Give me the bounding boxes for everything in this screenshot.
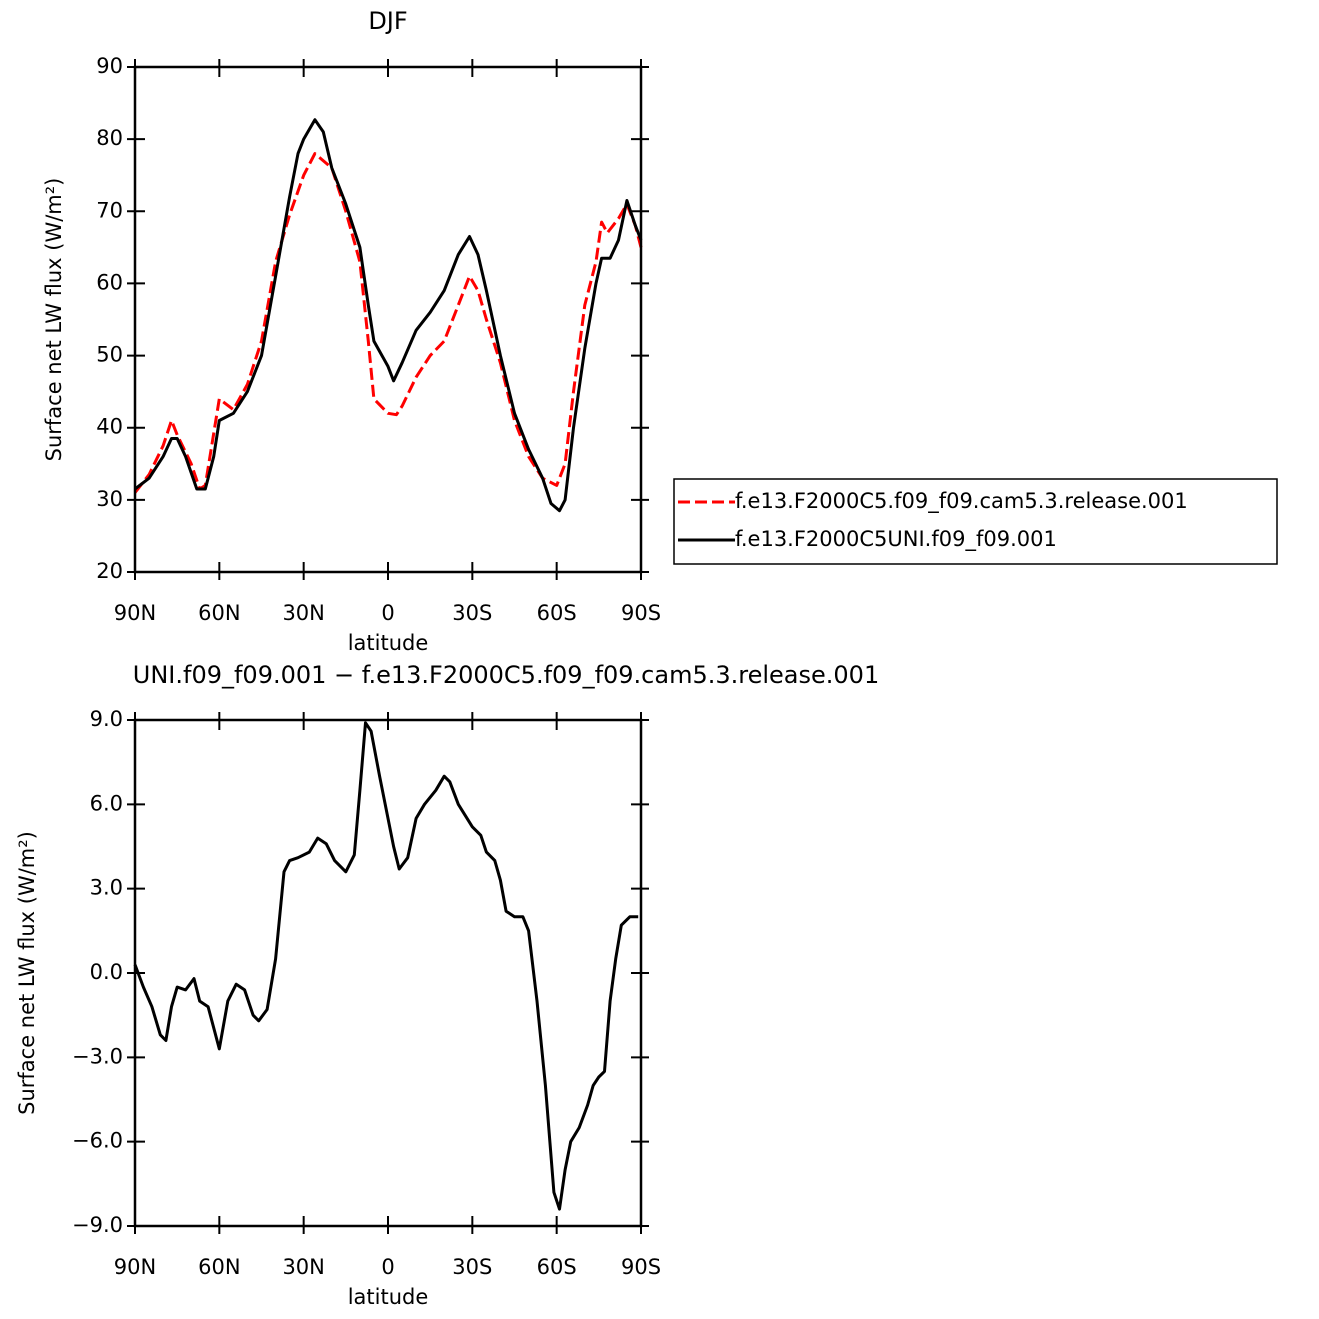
- y-axis-label: Surface net LW flux (W/m²): [15, 831, 39, 1115]
- y-tick-label: 50: [96, 343, 123, 367]
- x-tick-label: 60S: [537, 1255, 577, 1279]
- x-tick-label: 90S: [621, 601, 661, 625]
- y-tick-label: −9.0: [72, 1213, 123, 1237]
- chart-title: DJF: [368, 7, 407, 35]
- x-tick-label: 30S: [452, 1255, 492, 1279]
- x-tick-label: 0: [381, 1255, 394, 1279]
- legend-box: [673, 478, 1278, 565]
- x-tick-label: 60N: [198, 601, 240, 625]
- x-tick-label: 90N: [114, 601, 156, 625]
- y-tick-label: −6.0: [72, 1129, 123, 1153]
- plot-frame: [133, 718, 643, 1228]
- legend-label: f.e13.F2000C5UNI.f09_f09.001: [735, 527, 1057, 552]
- y-tick-label: 70: [96, 198, 123, 222]
- data-line: [134, 118, 643, 513]
- data-line: [133, 721, 639, 1211]
- y-tick-label: 3.0: [90, 876, 123, 900]
- y-tick-label: 6.0: [90, 791, 123, 815]
- x-tick-label: 30S: [452, 601, 492, 625]
- x-tick-label: 0: [381, 601, 394, 625]
- x-tick-label: 30N: [282, 601, 324, 625]
- y-tick-label: 20: [96, 559, 123, 583]
- x-axis-label: latitude: [348, 631, 429, 655]
- x-tick-label: 60N: [198, 1255, 240, 1279]
- data-line: [133, 152, 643, 494]
- y-axis-label: Surface net LW flux (W/m²): [42, 178, 66, 462]
- x-tick-label: 90N: [114, 1255, 156, 1279]
- x-tick-label: 30N: [282, 1255, 324, 1279]
- y-tick-label: 60: [96, 270, 123, 294]
- x-axis-label: latitude: [348, 1285, 429, 1309]
- y-tick-label: 40: [96, 415, 123, 439]
- y-tick-label: −3.0: [72, 1044, 123, 1068]
- chart-title: UNI.f09_f09.001 − f.e13.F2000C5.f09_f09.…: [133, 661, 879, 689]
- y-tick-label: 0.0: [90, 960, 123, 984]
- y-tick-label: 9.0: [90, 707, 123, 731]
- y-tick-label: 80: [96, 126, 123, 150]
- legend-label: f.e13.F2000C5.f09_f09.cam5.3.release.001: [735, 489, 1188, 514]
- plot-frame: [133, 65, 643, 574]
- y-tick-label: 30: [96, 487, 123, 511]
- x-tick-label: 60S: [537, 601, 577, 625]
- x-tick-label: 90S: [621, 1255, 661, 1279]
- y-tick-label: 90: [96, 54, 123, 78]
